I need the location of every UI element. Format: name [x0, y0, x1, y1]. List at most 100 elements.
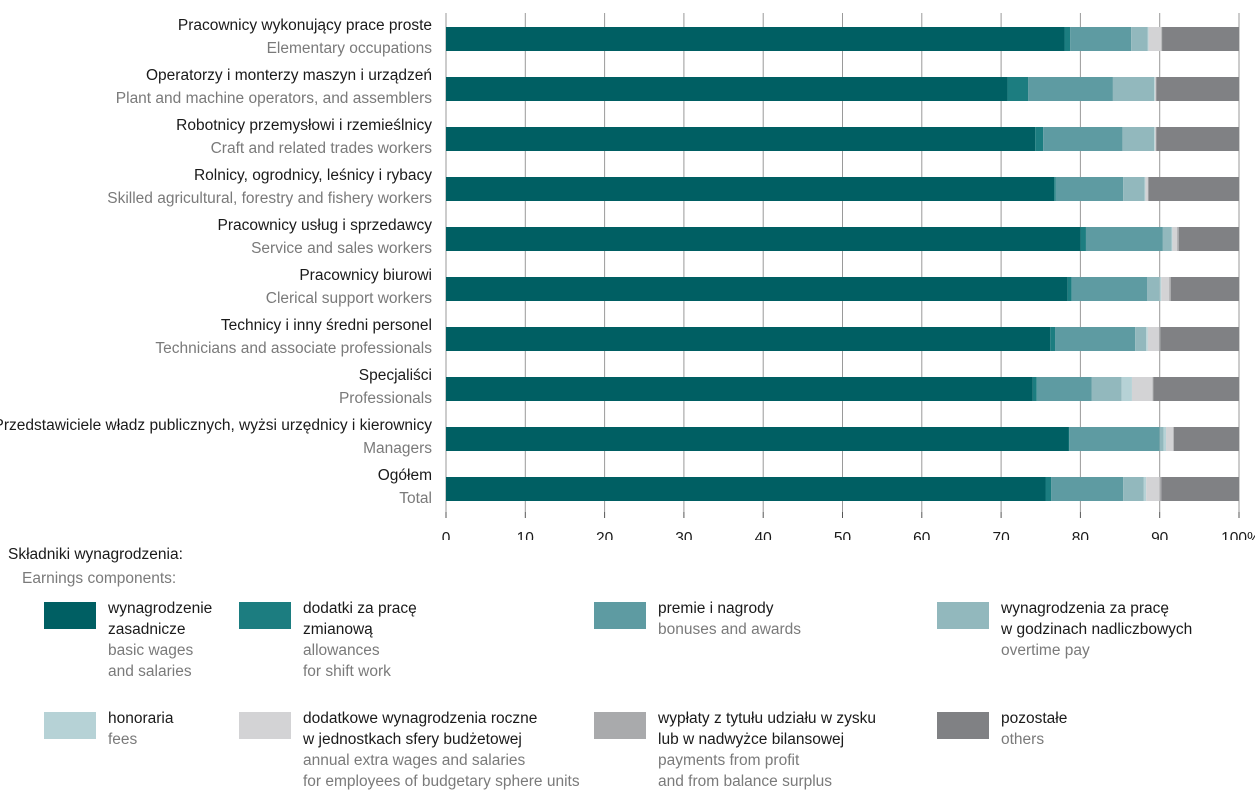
bar-segment: [1154, 127, 1155, 151]
bar-segment: [1055, 177, 1124, 201]
bar-segment: [1152, 377, 1154, 401]
bar-segment: [1068, 427, 1070, 451]
bar-segment: [1162, 227, 1172, 251]
category-label-en: Clerical support workers: [266, 290, 432, 307]
bar-segment: [1043, 127, 1123, 151]
bar-segment: [1159, 477, 1162, 501]
bar-segment: [1148, 27, 1162, 51]
bars: [446, 27, 1239, 501]
bar-segment: [1131, 27, 1148, 51]
x-tick-label: 30: [675, 530, 693, 540]
bar-segment: [1035, 127, 1044, 151]
category-label-pl: Specjaliści: [359, 367, 432, 384]
bar-segment: [1170, 277, 1239, 301]
legend-label-en: others: [1001, 731, 1045, 748]
bar-segment: [1155, 77, 1157, 101]
bar-segment: [1032, 377, 1037, 401]
bar-segment: [1122, 127, 1155, 151]
category-label-pl: Przedstawiciele władz publicznych, wyżsi…: [0, 417, 432, 434]
bar-segment: [1147, 177, 1149, 201]
bar-segment: [1161, 477, 1239, 501]
bar-segment: [1159, 427, 1164, 451]
bar-segment: [1173, 427, 1239, 451]
bar-segment: [446, 27, 1065, 51]
x-tick-label: 80: [1072, 530, 1090, 540]
bar-segment: [1135, 327, 1147, 351]
bar-segment: [1054, 177, 1056, 201]
bar-segment: [1162, 27, 1239, 51]
bar-segment: [1112, 77, 1155, 101]
bar-segment: [1148, 177, 1239, 201]
legend-label-en: overtime pay: [1001, 642, 1090, 659]
bar-segment: [1147, 27, 1149, 51]
legend-swatch: [239, 602, 291, 629]
x-tick-label: 50: [834, 530, 852, 540]
category-labels: Pracownicy wykonujący prace proste Elemen…: [0, 17, 432, 507]
x-tick-label: 90: [1151, 530, 1169, 540]
bar-segment: [1154, 77, 1155, 101]
x-tick-label: 10: [517, 530, 535, 540]
category-label-en: Total: [399, 490, 432, 507]
bar-segment: [1144, 177, 1146, 201]
legend-label-en: allowances for shift work: [303, 642, 391, 680]
bar-segment: [1143, 477, 1147, 501]
category-label-en: Plant and machine operators, and assembl…: [116, 90, 432, 107]
bar-segment: [1178, 227, 1239, 251]
legend-swatch: [44, 712, 96, 739]
legend-swatch: [44, 602, 96, 629]
bar-segment: [1123, 477, 1144, 501]
bar-segment: [1177, 227, 1179, 251]
legend-label-en: fees: [108, 731, 138, 748]
bar-segment: [446, 427, 1069, 451]
legend-swatch: [937, 602, 989, 629]
bar-segment: [446, 227, 1081, 251]
bar-segment: [1155, 127, 1157, 151]
category-label-en: Craft and related trades workers: [211, 140, 433, 157]
bar-segment: [1156, 77, 1239, 101]
category-label-pl: Operatorzy i monterzy maszyn i urządzeń: [146, 67, 432, 84]
category-label-en: Service and sales workers: [251, 240, 432, 257]
bar-segment: [1161, 27, 1163, 51]
legend-label-pl: dodatki za pracę zmianową: [303, 600, 417, 638]
bar-segment: [446, 127, 1036, 151]
category-label-en: Professionals: [339, 390, 432, 407]
bar-segment: [1172, 227, 1178, 251]
bar-segment: [1156, 127, 1239, 151]
legend-label-pl: premie i nagrody: [658, 600, 774, 617]
bar-segment: [446, 77, 1008, 101]
category-label-en: Technicians and associate professionals: [155, 340, 432, 357]
bar-segment: [1147, 277, 1160, 301]
bar-segment: [1050, 327, 1056, 351]
legend-label-pl: honoraria: [108, 710, 174, 727]
bar-segment: [1051, 477, 1124, 501]
legend-swatch: [239, 712, 291, 739]
bar-segment: [1071, 277, 1148, 301]
bar-segment: [1070, 27, 1132, 51]
bar-segment: [446, 477, 1046, 501]
legend-swatch: [594, 712, 646, 739]
category-label-en: Managers: [363, 440, 432, 457]
category-label-pl: Pracownicy biurowi: [299, 267, 432, 284]
legend-label-pl: wynagrodzenia za pracę w godzinach nadli…: [1001, 600, 1193, 638]
x-tick-label: 70: [992, 530, 1010, 540]
bar-segment: [1173, 427, 1174, 451]
legend-label-pl: pozostałe: [1001, 710, 1068, 727]
bar-segment: [446, 277, 1068, 301]
bar-segment: [1146, 327, 1148, 351]
category-label-pl: Technicy i inny średni personel: [221, 317, 432, 334]
bar-segment: [1064, 27, 1071, 51]
bar-segment: [446, 177, 1055, 201]
bar-segment: [1145, 177, 1148, 201]
x-tick-label: 60: [913, 530, 931, 540]
legend-label-pl: wypłaty z tytułu udziału w zysku lub w n…: [658, 710, 876, 748]
bar-segment: [1160, 327, 1239, 351]
bar-segment: [1166, 427, 1174, 451]
legend-label-en: bonuses and awards: [658, 621, 802, 638]
legend-label-en: annual extra wages and salaries for empl…: [303, 752, 580, 790]
bar-segment: [1146, 477, 1160, 501]
x-tick-label: 20: [596, 530, 614, 540]
legend-label-en: basic wages and salaries: [108, 642, 194, 680]
category-label-pl: Robotnicy przemysłowi i rzemieślnicy: [176, 117, 432, 134]
stacked-bar-chart: Pracownicy wykonujący prace proste Elemen…: [0, 13, 1255, 540]
bar-segment: [1131, 377, 1153, 401]
